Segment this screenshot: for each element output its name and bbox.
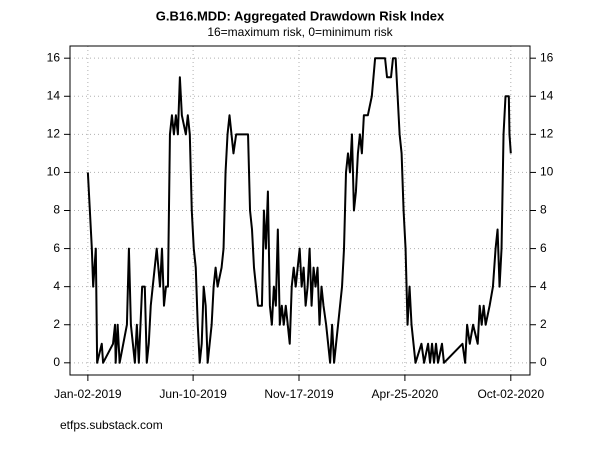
y-tick-label: 12 — [47, 127, 61, 141]
x-tick-label: Jan-02-2019 — [54, 387, 122, 401]
y-tick-label: 2 — [53, 317, 60, 331]
y2-tick-label: 6 — [540, 241, 547, 255]
y-tick-label: 16 — [47, 50, 61, 64]
y2-tick-label: 14 — [540, 88, 554, 102]
chart-title: G.B16.MDD: Aggregated Drawdown Risk Inde… — [156, 8, 445, 23]
y-tick-label: 0 — [53, 355, 60, 369]
x-tick-label: Apr-25-2020 — [372, 387, 439, 401]
source-note: etfps.substack.com — [60, 418, 163, 432]
x-tick-label: Oct-02-2020 — [477, 387, 544, 401]
y2-tick-label: 12 — [540, 127, 554, 141]
y-tick-label: 8 — [53, 203, 60, 217]
y-tick-label: 6 — [53, 241, 60, 255]
y2-tick-label: 4 — [540, 279, 547, 293]
data-line — [86, 57, 512, 364]
y2-tick-label: 0 — [540, 355, 547, 369]
x-tick-label: Jun-10-2019 — [159, 387, 227, 401]
y2-tick-label: 10 — [540, 165, 554, 179]
chart-subtitle: 16=maximum risk, 0=minimum risk — [207, 25, 393, 39]
x-tick-label: Nov-17-2019 — [264, 387, 334, 401]
y-tick-label: 10 — [47, 165, 61, 179]
plot-frame — [69, 45, 531, 376]
y-tick-label: 4 — [53, 279, 60, 293]
y2-tick-label: 8 — [540, 203, 547, 217]
y2-tick-label: 2 — [540, 317, 547, 331]
y-tick-label: 14 — [47, 88, 61, 102]
y2-tick-label: 16 — [540, 50, 554, 64]
